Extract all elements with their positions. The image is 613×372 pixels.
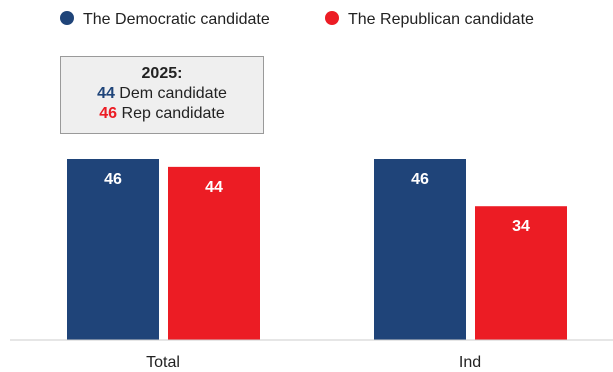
x-tick-label-total: Total xyxy=(146,354,180,371)
annotation-line-rep: 46 Rep candidate xyxy=(61,104,263,124)
bar-dem-total xyxy=(67,159,159,340)
x-tick-label-ind: Ind xyxy=(459,354,481,371)
legend-label-democratic: The Democratic candidate xyxy=(83,11,270,28)
annotation-dem-text: Dem candidate xyxy=(114,85,227,102)
legend-marker-democratic xyxy=(60,11,74,25)
bar-dem-ind xyxy=(374,159,466,340)
bar-rep-ind xyxy=(475,206,567,340)
bar-label-dem-total: 46 xyxy=(104,171,122,188)
annotation-line-dem: 44 Dem candidate xyxy=(61,84,263,104)
annotation-box: 2025: 44 Dem candidate 46 Rep candidate xyxy=(60,56,264,134)
legend-label-republican: The Republican candidate xyxy=(348,11,534,28)
legend-marker-republican xyxy=(325,11,339,25)
bar-rep-total xyxy=(168,166,260,340)
annotation-dem-value: 44 xyxy=(97,85,115,102)
bar-label-rep-total: 44 xyxy=(205,179,223,196)
bar-label-rep-ind: 34 xyxy=(512,218,530,235)
legend: The Democratic candidate The Republican … xyxy=(60,11,534,28)
annotation-rep-value: 46 xyxy=(99,105,118,122)
x-axis-ticks: Total Ind xyxy=(146,354,481,371)
bars: 46 44 46 34 xyxy=(67,159,567,340)
annotation-title: 2025: xyxy=(141,65,183,82)
annotation-rep-text: Rep candidate xyxy=(117,105,225,122)
bar-label-dem-ind: 46 xyxy=(411,171,429,188)
